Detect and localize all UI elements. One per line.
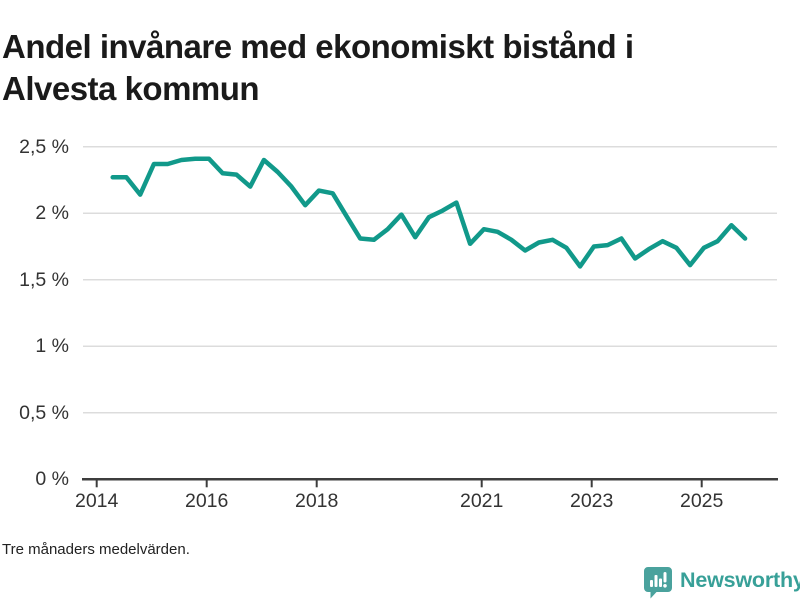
y-axis-tick-label: 1,5 % [19, 268, 69, 291]
newsworthy-bubble-chart-icon [644, 567, 672, 599]
x-axis-tick-label: 2016 [184, 490, 229, 512]
y-axis-tick-label: 0 % [35, 468, 69, 491]
chart-footnote: Tre månaders medelvärden. [2, 541, 190, 558]
y-axis-tick-label: 1 % [35, 335, 69, 358]
data-series-line [110, 156, 748, 269]
x-axis-tick-label: 2018 [294, 490, 339, 512]
x-axis-tick-label: 2023 [569, 490, 614, 512]
y-axis-tick-label: 0,5 % [19, 401, 69, 424]
y-axis-tick-label: 2 % [35, 202, 69, 225]
page-title: Andel invånare med ekonomiskt bistånd i … [2, 28, 634, 108]
y-axis-tick-label: 2,5 % [19, 135, 69, 158]
x-axis-tick-label: 2025 [679, 490, 724, 512]
x-axis-tick-label: 2021 [459, 490, 504, 512]
newsworthy-logo: Newsworthy [643, 566, 800, 600]
x-axis-tick-label: 2014 [74, 490, 119, 512]
newsworthy-wordmark: Newsworthy [680, 567, 800, 592]
